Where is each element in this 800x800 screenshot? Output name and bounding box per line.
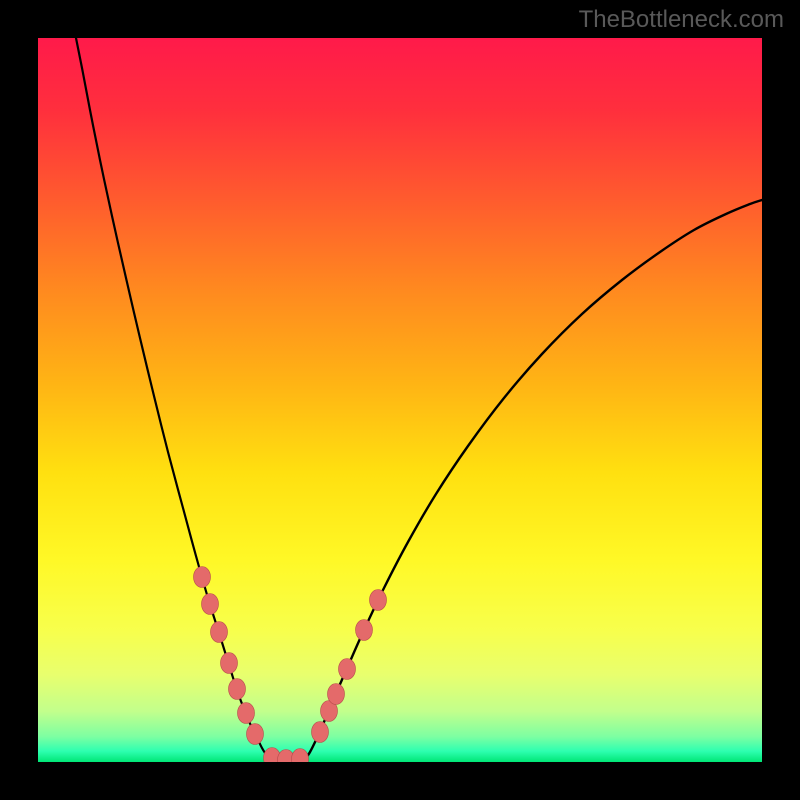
data-marker bbox=[238, 703, 255, 724]
data-marker bbox=[312, 722, 329, 743]
data-marker bbox=[221, 653, 238, 674]
data-marker bbox=[229, 679, 246, 700]
curves-layer bbox=[38, 38, 762, 762]
data-marker bbox=[370, 590, 387, 611]
curve-left bbox=[76, 38, 269, 758]
data-marker bbox=[211, 622, 228, 643]
data-marker bbox=[328, 684, 345, 705]
data-marker bbox=[339, 659, 356, 680]
data-marker bbox=[247, 724, 264, 745]
data-marker bbox=[202, 594, 219, 615]
curve-right bbox=[306, 200, 762, 758]
watermark-text: TheBottleneck.com bbox=[579, 6, 784, 34]
data-marker bbox=[356, 620, 373, 641]
data-marker bbox=[194, 567, 211, 588]
data-marker bbox=[292, 749, 309, 763]
data-markers bbox=[194, 567, 387, 763]
plot-area bbox=[38, 38, 762, 762]
